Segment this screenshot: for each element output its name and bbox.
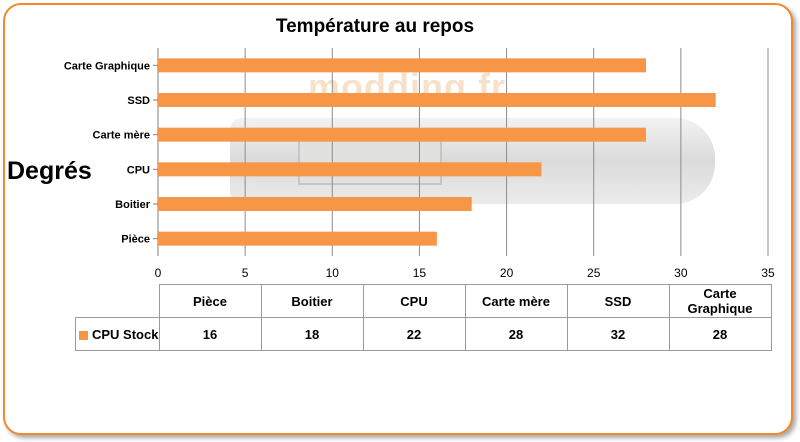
table-header-cell: Boitier	[260, 284, 364, 318]
table-value-cell: 28	[668, 317, 772, 351]
y-tick-label: CPU	[127, 164, 150, 176]
y-axis-label: Degrés	[7, 157, 92, 185]
bar	[158, 93, 716, 107]
table-value-cell: 32	[566, 317, 670, 351]
table-value-cell: 18	[260, 317, 364, 351]
table-corner	[76, 285, 160, 318]
table-series-cell: CPU Stock	[75, 317, 160, 351]
table-header-cell: CPU	[362, 284, 466, 318]
bar	[158, 127, 646, 142]
legend-series-name: CPU Stock	[92, 326, 159, 342]
table-value-cell: 28	[464, 317, 568, 351]
y-tick-label: SSD	[127, 95, 150, 107]
bar	[158, 162, 542, 177]
x-tick-label: 10	[326, 266, 340, 280]
y-tick-label: Pièce	[121, 234, 150, 246]
x-tick-label: 30	[674, 266, 688, 280]
bar	[158, 197, 472, 211]
table-header-cell: SSD	[566, 284, 670, 318]
table-header-cell: Pièce	[158, 284, 262, 318]
data-table: Pièce Boitier CPU Carte mère SSD Carte G…	[75, 284, 772, 351]
x-tick-label: 5	[242, 266, 249, 280]
y-tick-label: Carte mère	[93, 130, 150, 142]
x-tick-label: 25	[587, 266, 601, 280]
x-tick-label: 15	[413, 266, 427, 280]
table-header-cell: Carte mère	[464, 284, 568, 318]
table-header-cell: Carte Graphique	[668, 284, 772, 318]
x-tick-label: 0	[155, 266, 162, 280]
bar	[158, 58, 646, 73]
table-value-cell: 22	[362, 317, 466, 351]
chart-frame	[3, 3, 793, 435]
bar	[158, 231, 437, 246]
x-tick-label: 35	[761, 266, 775, 280]
table-value-cell: 16	[158, 317, 262, 351]
data-table-header-row: Pièce Boitier CPU Carte mère SSD Carte G…	[76, 284, 772, 318]
device-screen	[298, 136, 442, 185]
chart-title: Température au repos	[275, 16, 475, 37]
y-tick-label: Carte Graphique	[64, 60, 150, 72]
x-tick-label: 20	[500, 266, 514, 280]
data-table-value-row: CPU Stock 16 18 22 28 32 28	[75, 317, 772, 351]
y-tick-label: Boitier	[115, 199, 151, 211]
legend-key	[79, 330, 88, 340]
